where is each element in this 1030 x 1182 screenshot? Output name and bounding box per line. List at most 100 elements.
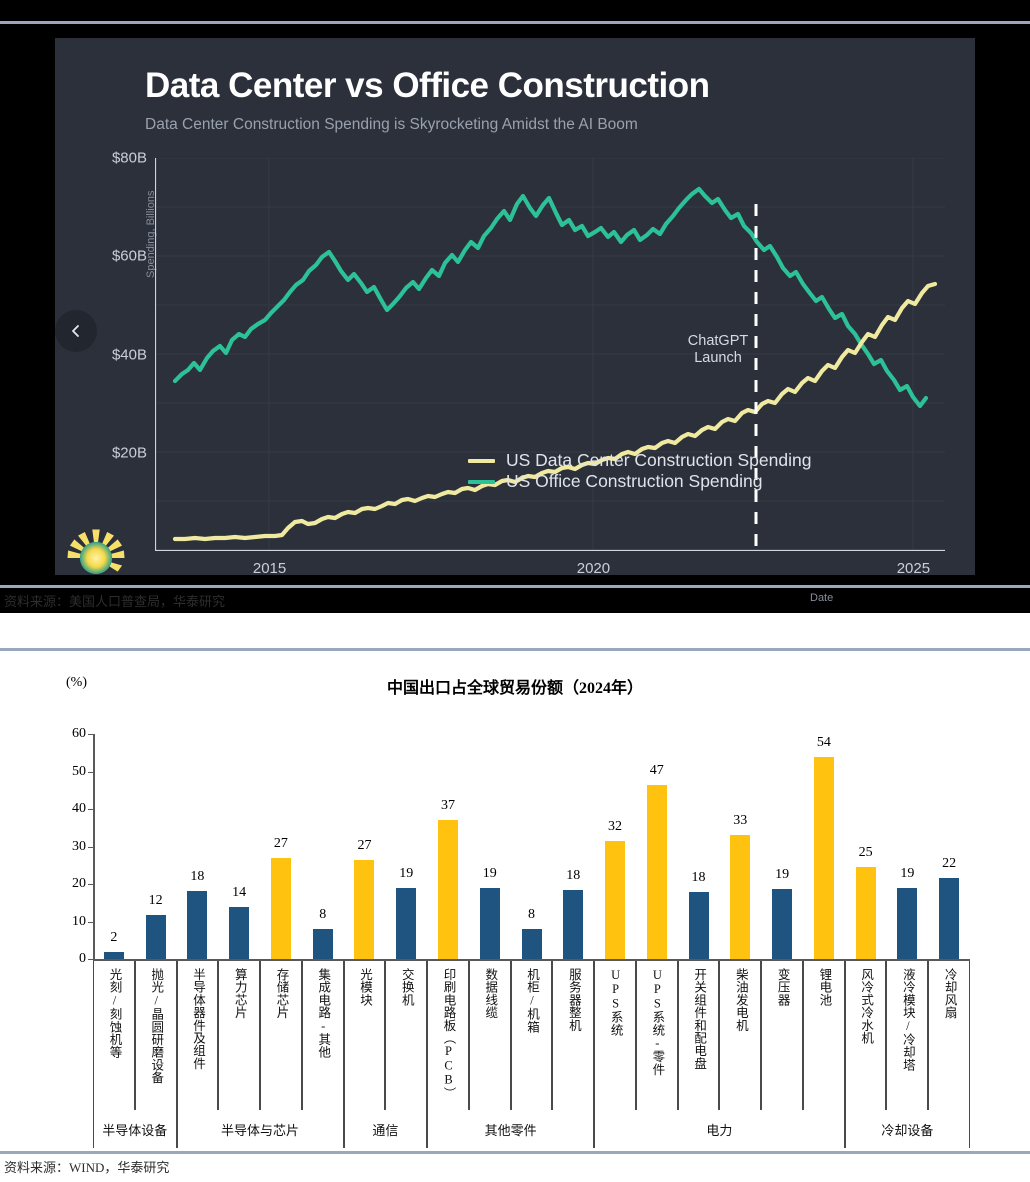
- figure-1-bottom-rule: [0, 585, 1030, 588]
- y-tick-label: 30: [72, 838, 86, 854]
- category-cell: UPS系统: [594, 961, 636, 1110]
- figure-1-container: Data Center vs Office Construction Data …: [0, 0, 1030, 613]
- line-plot-area: Spending, Billions $80B $60B $40B $20B 2…: [112, 150, 945, 577]
- bar-value-label: 19: [482, 865, 497, 881]
- bar[interactable]: [229, 906, 250, 959]
- bar-value-label: 2: [110, 929, 118, 945]
- y-tick-mark: [88, 771, 93, 773]
- y-tick-mark: [88, 959, 93, 961]
- bar-value-label: 32: [608, 818, 623, 834]
- category-label: 锂电池: [817, 968, 832, 1007]
- bar-value-label: 8: [528, 907, 535, 923]
- y-tick-mark: [88, 884, 93, 886]
- bar-value-label: 14: [232, 884, 247, 900]
- group-label: 电力: [706, 1122, 733, 1138]
- category-cell: 机柜/机箱: [510, 961, 553, 1110]
- category-cell: 变压器: [761, 961, 803, 1110]
- category-label: 服务器整机: [566, 968, 581, 1032]
- category-label: 液冷模块/冷却塔: [900, 968, 915, 1072]
- data-center-chart-card: Data Center vs Office Construction Data …: [55, 38, 975, 604]
- bar[interactable]: [103, 951, 124, 959]
- bar-value-label: 18: [190, 869, 205, 885]
- y-tick-label: 10: [72, 913, 86, 929]
- chatgpt-launch-annotation: ChatGPT Launch: [663, 333, 773, 368]
- y-tick-label: 20: [72, 876, 86, 891]
- unit-label: (%): [66, 675, 87, 690]
- category-label: 集成电路-其他: [316, 968, 331, 1059]
- y-tick-mark: [88, 921, 93, 923]
- category-label: 开关组件和配电盘: [692, 968, 707, 1070]
- bar[interactable]: [897, 887, 918, 959]
- bar[interactable]: [521, 929, 542, 959]
- legend-item[interactable]: US Office Construction Spending: [468, 471, 811, 492]
- legend-item[interactable]: US Data Center Construction Spending: [468, 450, 811, 471]
- category-cell: UPS系统-零件: [635, 961, 678, 1110]
- x-tick-label: 2020: [576, 560, 611, 577]
- category-label: 光刻/刻蚀机等: [107, 968, 122, 1059]
- annotation-line-1: ChatGPT: [687, 333, 749, 349]
- category-cell: 光刻/刻蚀机等: [93, 961, 135, 1110]
- bar[interactable]: [354, 859, 375, 959]
- chevron-left-icon: [72, 325, 79, 337]
- category-label: UPS系统-零件: [650, 968, 665, 1076]
- bar-value-label: 19: [399, 866, 414, 882]
- category-label: 半导体器件及组件: [190, 968, 205, 1070]
- group-cell: 其他零件: [427, 1110, 595, 1148]
- y-axis-line: [93, 734, 95, 959]
- bar[interactable]: [646, 784, 667, 959]
- bar-value-label: 47: [649, 762, 664, 778]
- bar[interactable]: [939, 878, 960, 959]
- bar-plot: 0 10 20 30 40 50 60: [72, 726, 970, 966]
- category-cell: 集成电路-其他: [301, 961, 344, 1110]
- x-axis-title: Date: [810, 592, 834, 604]
- line-chart-svg: [155, 158, 945, 551]
- bar-value-label: 18: [691, 869, 706, 885]
- bar[interactable]: [312, 928, 333, 959]
- category-cell: 印刷电路板（PCB）: [427, 961, 469, 1110]
- category-cell: 服务器整机: [552, 961, 595, 1110]
- figure-2-container: (%) 中国出口占全球贸易份额（2024年） 0 10 20 30 40 50 60 2 12…: [0, 648, 1030, 1182]
- bar[interactable]: [479, 887, 500, 959]
- category-cell: 锂电池: [802, 961, 845, 1110]
- y-tick-mark: [88, 734, 93, 736]
- category-cell: 液冷模块/冷却塔: [886, 961, 929, 1110]
- bar-value-label: 27: [357, 837, 372, 853]
- bar[interactable]: [145, 914, 166, 959]
- group-label: 半导体设备: [102, 1122, 168, 1138]
- bar[interactable]: [187, 891, 208, 959]
- bar[interactable]: [772, 888, 793, 959]
- y-tick-mark: [88, 809, 93, 811]
- category-label: 交换机: [399, 968, 414, 1007]
- figure-2-bottom-rule: [0, 1151, 1030, 1154]
- sunburst-logo-icon: [67, 529, 125, 575]
- category-label: 光模块: [358, 968, 372, 1007]
- bar[interactable]: [270, 857, 291, 959]
- bar[interactable]: [855, 866, 876, 959]
- bar[interactable]: [437, 819, 458, 959]
- group-cell: 半导体设备: [93, 1110, 177, 1148]
- category-label: 数据线缆: [483, 968, 498, 1019]
- category-cell: 算力芯片: [218, 961, 261, 1110]
- y-tick-label: $60B: [111, 247, 147, 265]
- bar[interactable]: [813, 757, 834, 959]
- chart-title: Data Center vs Office Construction: [145, 66, 710, 105]
- category-label: 风冷式冷水机: [859, 968, 874, 1045]
- category-cell: 风冷式冷水机: [844, 961, 887, 1110]
- bar[interactable]: [396, 888, 417, 959]
- bar[interactable]: [563, 890, 584, 959]
- x-tick-label: 2025: [896, 560, 931, 577]
- figure-2-source: 资料来源：WIND，华泰研究: [4, 1160, 170, 1175]
- bar-chart-area: 0 10 20 30 40 50 60 2 12 18 14 27 8 27 19 37 19 8 18 32 47 1…: [72, 726, 970, 1182]
- y-tick-label: $20B: [111, 444, 147, 462]
- bar[interactable]: [730, 835, 751, 959]
- bar[interactable]: [605, 840, 626, 959]
- category-cell: 交换机: [385, 961, 428, 1110]
- category-cell: 数据线缆: [468, 961, 511, 1110]
- carousel-prev-button[interactable]: [55, 310, 97, 352]
- bar[interactable]: [688, 891, 709, 959]
- annotation-line-2: Launch: [694, 350, 742, 367]
- category-cell: 冷却风扇: [928, 961, 970, 1110]
- legend-label: US Data Center Construction Spending: [506, 450, 812, 470]
- bar-chart-title: 中国出口占全球贸易份额（2024年）: [386, 680, 643, 697]
